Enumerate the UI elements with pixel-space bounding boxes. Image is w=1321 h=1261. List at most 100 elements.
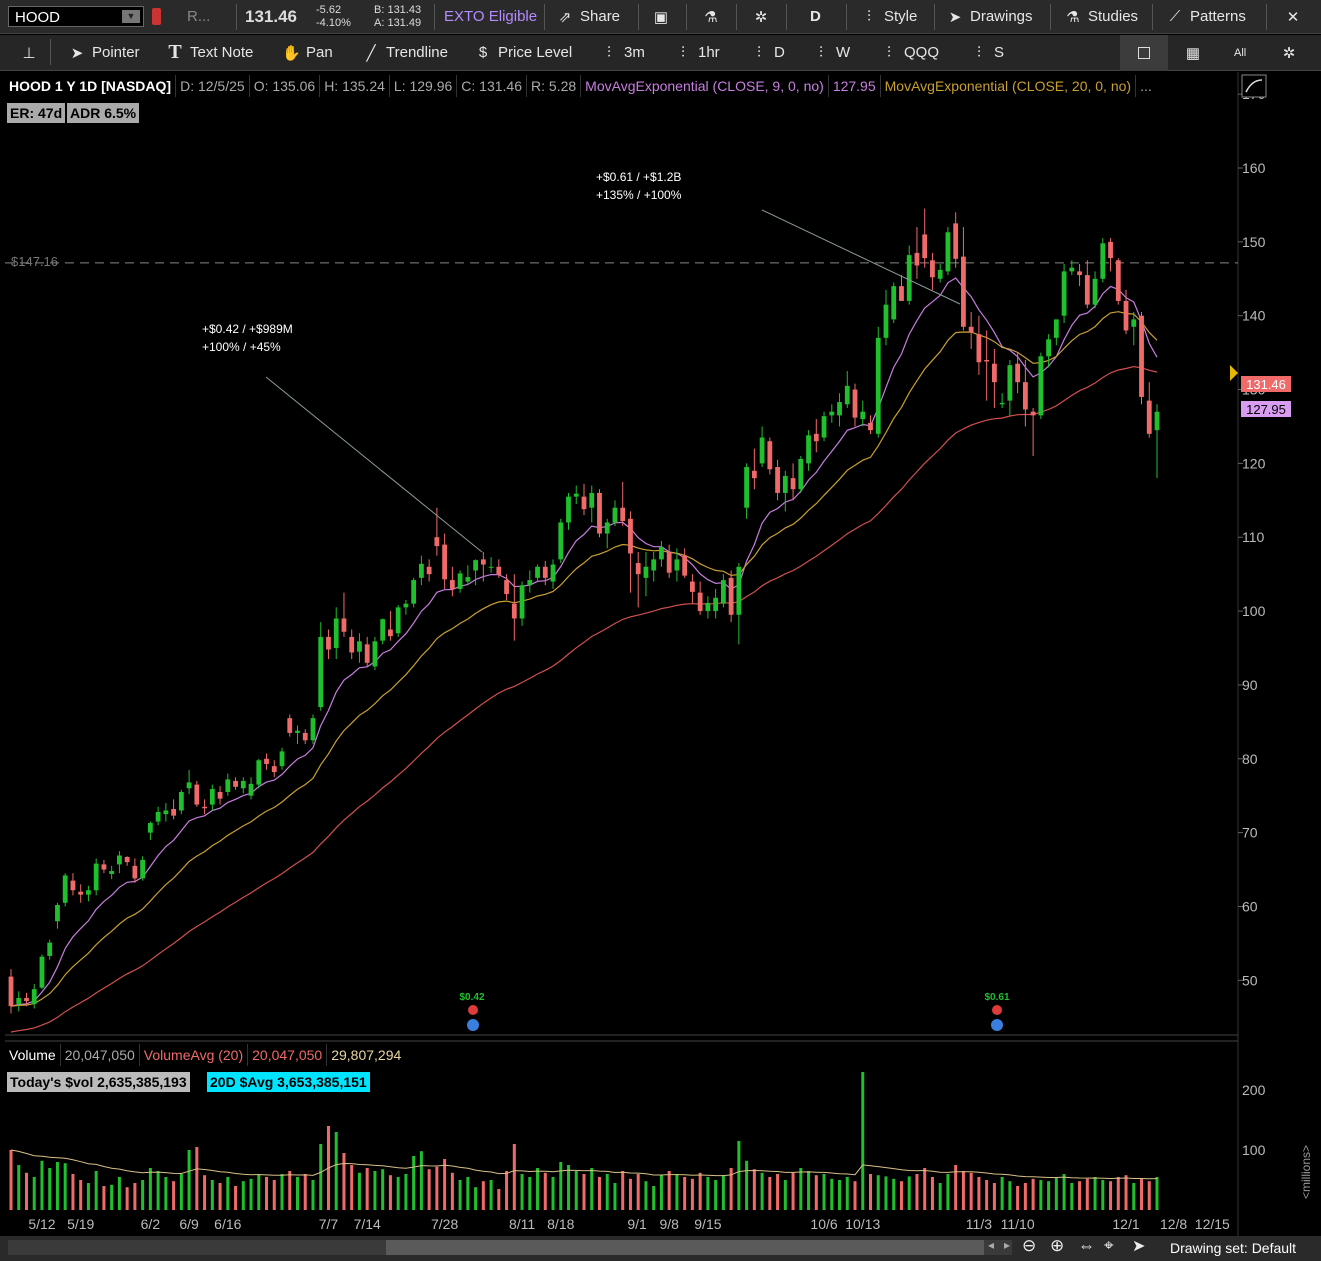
tf-1hr[interactable]: ⫶ 1hr <box>674 35 720 70</box>
drawings-button[interactable]: ➤ Drawings <box>946 0 1033 33</box>
auto-scale-button[interactable] <box>1241 74 1267 98</box>
price-chart[interactable]: 5060708090100110120130140150160170100200… <box>0 72 1321 1236</box>
price-level-tool[interactable]: $ Price Level <box>474 35 572 70</box>
pan-tool[interactable]: ✋ Pan <box>282 35 333 70</box>
scrollbar-thumb[interactable] <box>386 1240 984 1255</box>
ema20-label[interactable]: MovAvgExponential (CLOSE, 20, 0, no) <box>881 75 1137 97</box>
candle-body <box>1115 260 1121 301</box>
aggregation-select[interactable]: D <box>810 8 821 25</box>
volavg-label[interactable]: VolumeAvg (20) <box>140 1044 249 1066</box>
candle-body <box>953 223 959 259</box>
share-button[interactable]: ⇗ Share <box>556 0 620 33</box>
candle-body <box>1038 356 1044 416</box>
volavg-value: 20,047,050 <box>248 1044 328 1066</box>
bid: B: 131.43 <box>374 4 422 16</box>
text-note-tool[interactable]: T Text Note <box>166 35 253 70</box>
candle-body <box>86 890 91 895</box>
candle-body <box>101 864 107 870</box>
candle-body <box>202 806 207 809</box>
bulb-icon[interactable] <box>991 1019 1003 1031</box>
scroll-right-icon[interactable]: ▸ <box>1004 1238 1011 1252</box>
r-label[interactable]: R... <box>187 8 211 25</box>
y-tick-label: 50 <box>1242 972 1258 988</box>
volume-bar <box>621 1171 625 1210</box>
link-color-chip[interactable] <box>152 8 161 25</box>
snapshot-button[interactable]: ▣ <box>652 0 670 33</box>
grid-layout-button[interactable]: ▦ <box>1184 35 1202 70</box>
exto-eligible[interactable]: EXTO Eligible <box>444 8 538 25</box>
trendline-tool[interactable]: ╱ Trendline <box>362 35 448 70</box>
candle-body <box>1092 278 1098 305</box>
ema9-label[interactable]: MovAvgExponential (CLOSE, 9, 0, no) <box>581 75 829 97</box>
tf-w[interactable]: ⫶ W <box>812 35 850 70</box>
tf-3m[interactable]: ⫶ 3m <box>600 35 645 70</box>
candle-body <box>302 732 308 741</box>
pin-button[interactable]: ⊥ <box>20 35 38 70</box>
volume-bar <box>938 1183 942 1210</box>
gear-icon: ✲ <box>754 8 768 26</box>
ask: A: 131.49 <box>374 17 422 29</box>
zoom-out-icon[interactable]: ⊖ <box>1022 1236 1037 1255</box>
drawings-label: Drawings <box>970 8 1033 25</box>
pointer-icon[interactable]: ➤ <box>1132 1238 1146 1255</box>
tf-d[interactable]: ⫶ D <box>750 35 785 70</box>
x-axis[interactable]: 5/12 5/19 6/2 6/9 6/16 7/7 7/14 7/28 8/11 8/18 9/1… <box>28 1216 1230 1232</box>
close-chart-button[interactable]: ✕ <box>1284 0 1302 33</box>
bulb-icon[interactable] <box>467 1019 479 1031</box>
all-button[interactable]: All <box>1234 35 1246 70</box>
volume-bar <box>1078 1181 1082 1210</box>
candle-body <box>217 792 223 799</box>
candle-body <box>465 577 471 582</box>
volume-bar <box>791 1172 795 1210</box>
earnings-icon[interactable] <box>468 1005 478 1015</box>
tf-s[interactable]: ⫶ S <box>970 35 1004 70</box>
volume-bar <box>195 1147 199 1210</box>
annotations[interactable]: +$0.42 / +$989M +100% / +45% +$0.61 / +$… <box>11 170 1010 1031</box>
bid-ask-block: B: 131.43 A: 131.49 <box>374 4 421 30</box>
candle-body <box>364 644 370 663</box>
pattern-icon: ⟋ <box>1169 8 1181 25</box>
candle-body <box>589 492 595 508</box>
volume-bar <box>1124 1175 1128 1210</box>
single-layout-button[interactable] <box>1120 35 1168 71</box>
candle-body <box>782 475 788 493</box>
pointer-tool[interactable]: ➤ Pointer <box>68 35 140 70</box>
volume-bar <box>419 1151 423 1210</box>
zoom-corner[interactable] <box>1241 74 1267 98</box>
price-level-label: $147.16 <box>11 254 58 269</box>
settings-button[interactable]: ✲ <box>1280 35 1298 70</box>
chevron-down-icon[interactable]: ▼ <box>122 10 140 23</box>
candle-body <box>1046 339 1051 357</box>
symbol-input[interactable]: HOOD ▼ <box>8 6 144 27</box>
pan-arrows-icon[interactable]: ⇔ <box>1078 1236 1095 1255</box>
annotation-line-2[interactable] <box>761 209 961 305</box>
volume-bar <box>714 1180 718 1210</box>
zoom-in-icon[interactable]: ⊕ <box>1050 1236 1065 1255</box>
y-axis[interactable]: 5060708090100110120130140150160170100200 <box>1238 86 1266 1158</box>
chart-title[interactable]: HOOD 1 Y 1D [NASDAQ] <box>5 75 177 97</box>
gear-button[interactable]: ✲ <box>752 0 770 33</box>
candle-body <box>109 871 115 874</box>
candle-body <box>914 252 920 266</box>
flask-button[interactable]: ⚗ <box>702 0 720 33</box>
earnings-icon[interactable] <box>992 1005 1002 1015</box>
scroll-left-icon[interactable]: ◂ <box>988 1238 995 1252</box>
patterns-button[interactable]: ⟋ Patterns <box>1166 0 1246 33</box>
volume-value: 20,047,050 <box>61 1044 140 1066</box>
more-studies[interactable]: ... <box>1140 78 1152 94</box>
volume-bar <box>156 1171 160 1210</box>
style-button[interactable]: ⫶ Style <box>860 0 917 33</box>
tf-qqq[interactable]: ⫶ QQQ <box>880 35 939 70</box>
drawing-set[interactable]: Drawing set: Default <box>1170 1240 1297 1256</box>
volume-bar <box>179 1174 183 1210</box>
crosshair-icon[interactable]: ⌖ <box>1104 1236 1114 1255</box>
volume-bar <box>830 1178 834 1210</box>
candles[interactable] <box>8 208 1160 1014</box>
studies-button[interactable]: ⚗ Studies <box>1064 0 1138 33</box>
volume-bar <box>288 1171 292 1210</box>
volume-label[interactable]: Volume <box>5 1044 61 1066</box>
ema50-line <box>10 365 1158 1033</box>
x-tick-label: 12/15 <box>1195 1216 1230 1232</box>
annotation-line-1[interactable] <box>265 376 483 553</box>
volume-bar <box>241 1181 245 1210</box>
